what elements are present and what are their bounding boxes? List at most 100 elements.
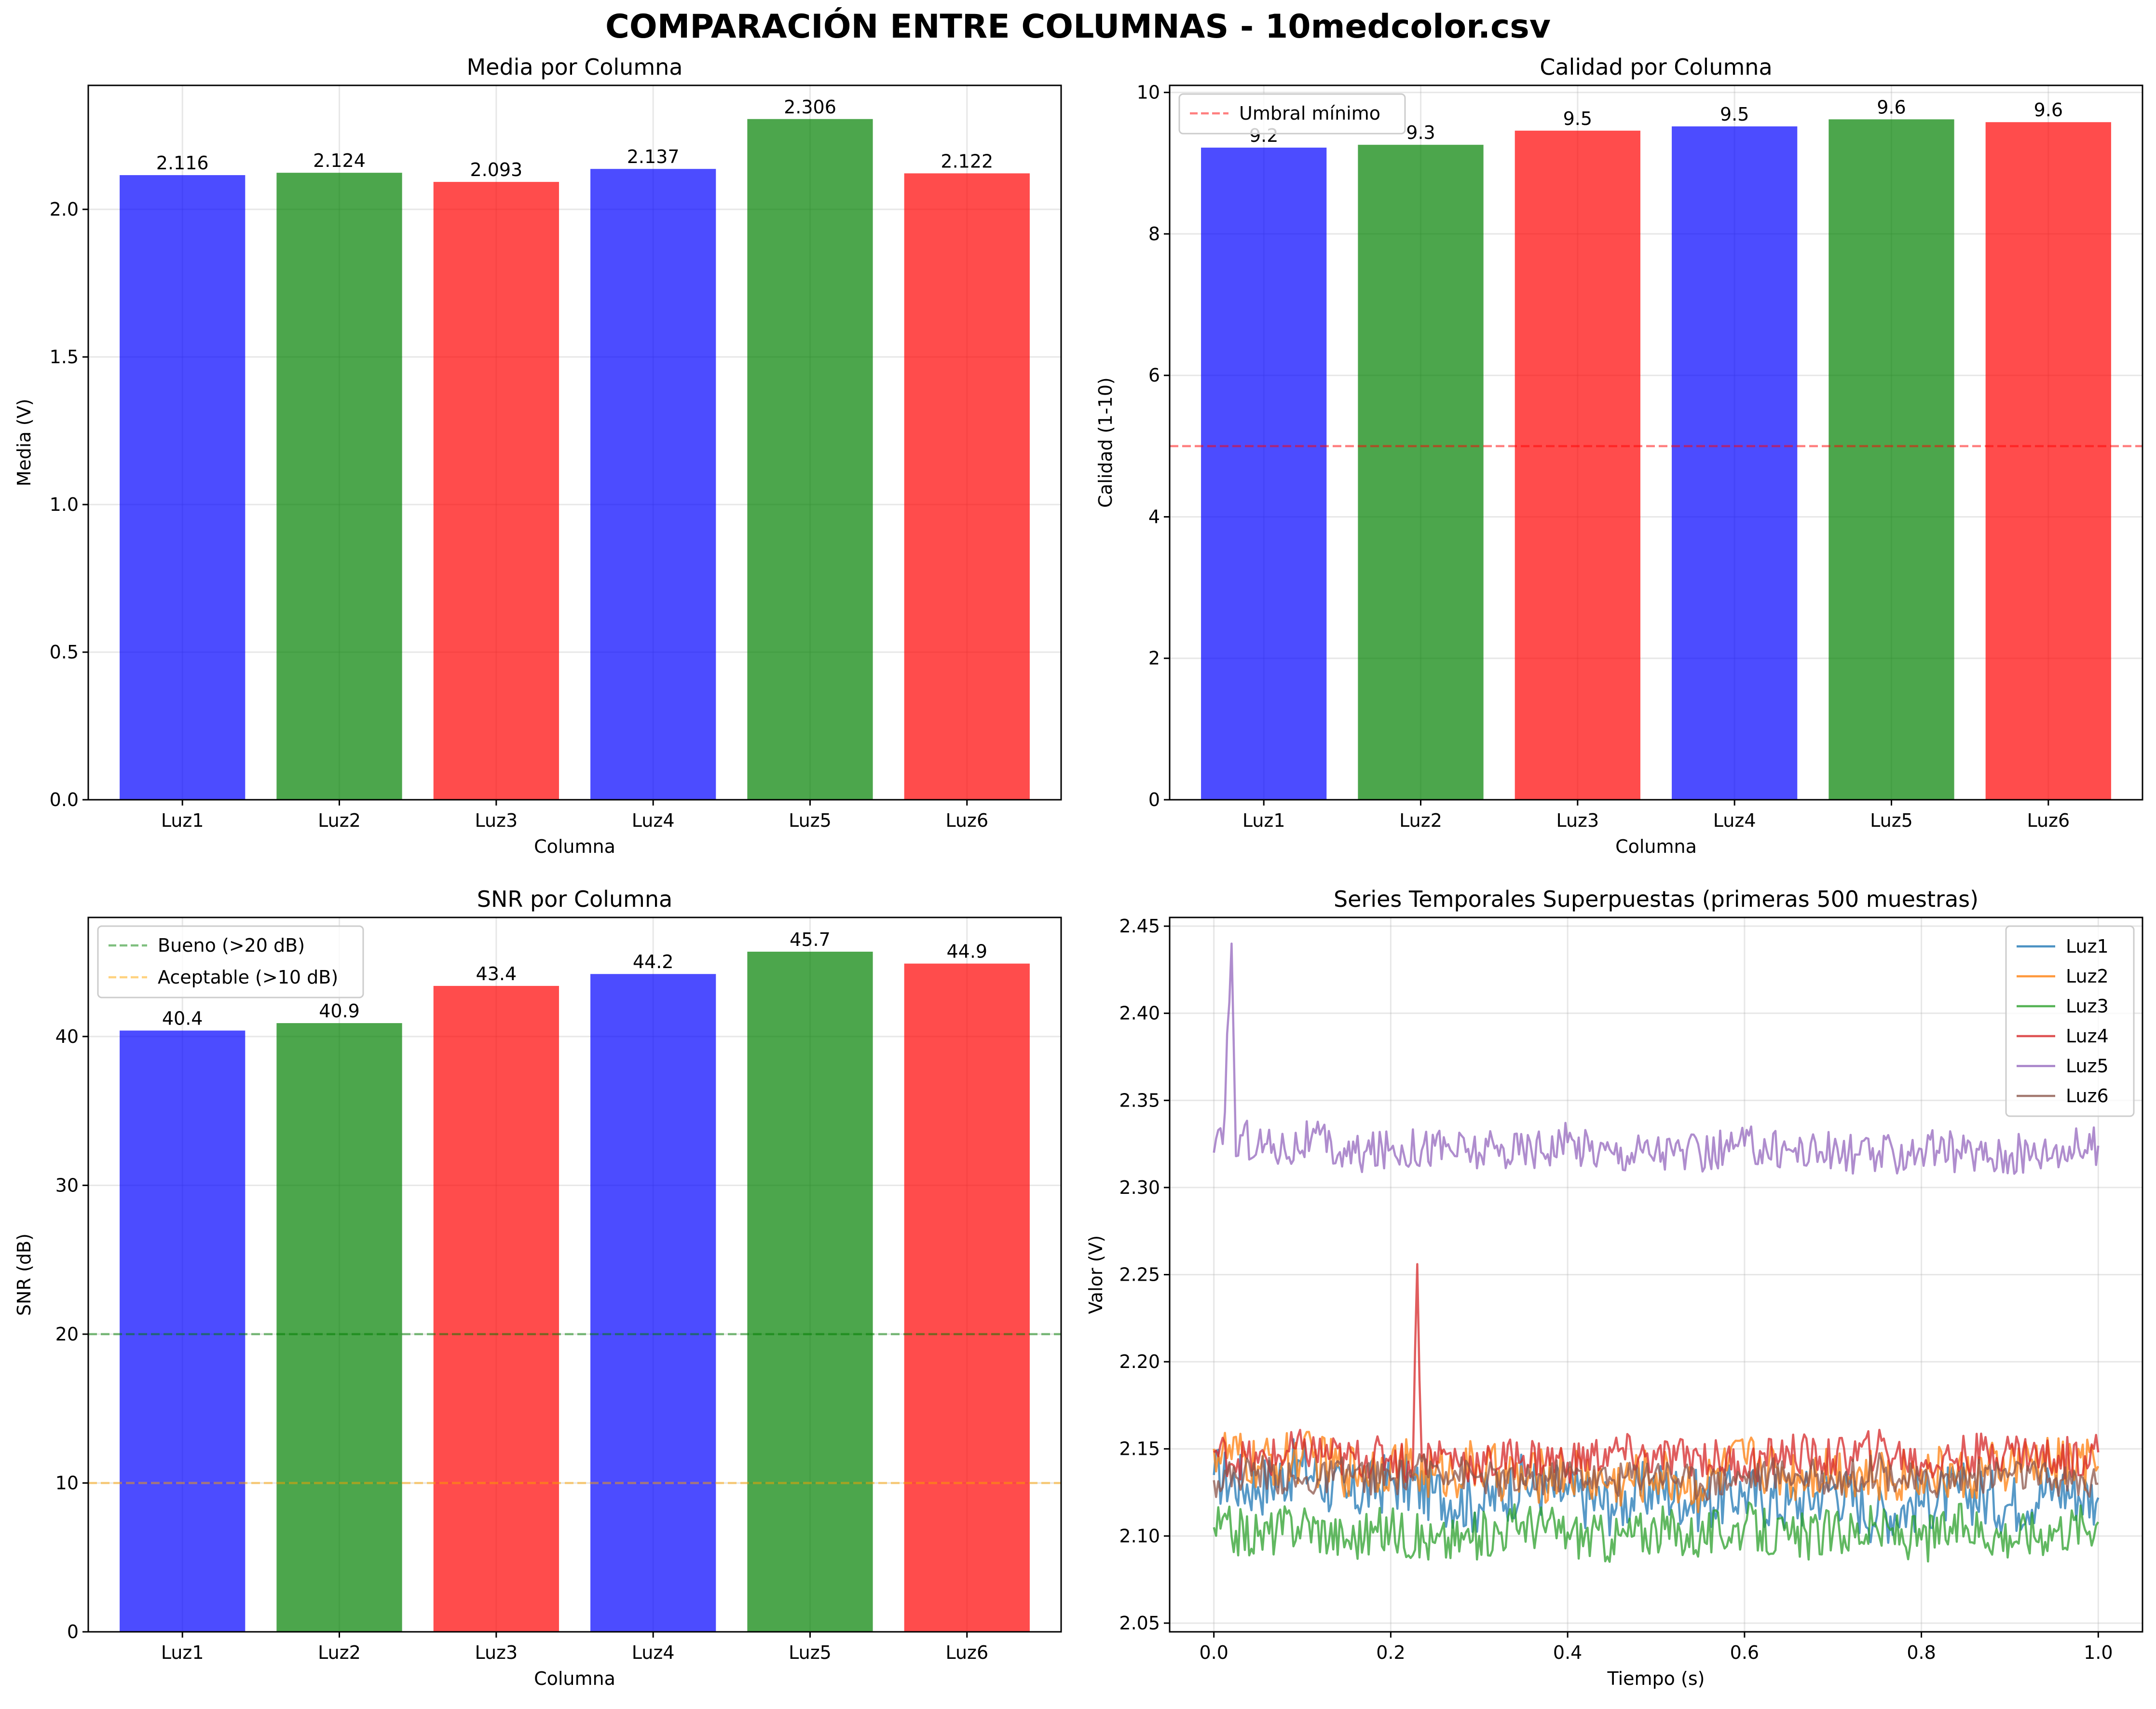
y-tick-label: 4 xyxy=(1148,506,1160,527)
value-label: 43.4 xyxy=(476,963,517,984)
bar-luz2 xyxy=(276,1023,402,1632)
legend-label: Luz2 xyxy=(2066,966,2109,987)
x-tick-label: Luz5 xyxy=(789,1642,832,1663)
x-tick-label: Luz5 xyxy=(789,810,832,831)
x-tick-label: 0.2 xyxy=(1376,1642,1405,1663)
x-tick-label: Luz4 xyxy=(632,810,675,831)
legend-label: Luz1 xyxy=(2066,936,2109,957)
legend-label: Luz4 xyxy=(2066,1025,2109,1047)
bar-luz5 xyxy=(747,119,873,800)
legend-box xyxy=(97,925,364,998)
y-tick-label: 2.30 xyxy=(1119,1177,1160,1198)
bar-luz2 xyxy=(1358,145,1484,800)
y-axis-label: SNR (dB) xyxy=(14,1233,35,1316)
y-tick-label: 10 xyxy=(1137,82,1160,103)
x-tick-label: 0.4 xyxy=(1553,1642,1582,1663)
bar-luz1 xyxy=(120,175,246,800)
y-tick-label: 0.0 xyxy=(50,789,79,810)
x-tick-label: Luz2 xyxy=(318,1642,361,1663)
bar-luz1 xyxy=(120,1030,246,1632)
figure-title: COMPARACIÓN ENTRE COLUMNAS - 10medcolor.… xyxy=(605,7,1551,46)
legend-label: Luz3 xyxy=(2066,996,2109,1017)
series-line-luz5 xyxy=(1213,942,2100,1175)
value-label: 2.116 xyxy=(156,152,209,174)
y-tick-label: 2.40 xyxy=(1119,1003,1160,1024)
value-label: 9.3 xyxy=(1406,122,1435,143)
y-tick-label: 2.10 xyxy=(1119,1525,1160,1546)
y-tick-label: 2.20 xyxy=(1119,1351,1160,1372)
value-label: 45.7 xyxy=(790,929,831,950)
plot-frame xyxy=(87,916,1062,1633)
bar-luz3 xyxy=(1515,130,1640,800)
y-tick-label: 0 xyxy=(1148,789,1160,810)
legend-label: Luz6 xyxy=(2066,1085,2109,1107)
y-tick-label: 0 xyxy=(67,1621,79,1642)
bar-luz4 xyxy=(590,974,716,1632)
panel-title: SNR por Columna xyxy=(477,886,672,912)
legend: Umbral mínimo xyxy=(1178,93,1406,135)
bar-luz5 xyxy=(747,951,873,1632)
x-tick-label: Luz1 xyxy=(161,810,204,831)
value-label: 2.124 xyxy=(313,150,366,171)
legend-label: Luz5 xyxy=(2066,1055,2109,1077)
value-label: 9.5 xyxy=(1563,108,1592,129)
y-tick-label: 2.35 xyxy=(1119,1090,1160,1111)
y-tick-label: 2.15 xyxy=(1119,1438,1160,1460)
x-tick-label: Luz2 xyxy=(1399,810,1442,831)
y-axis-label: Calidad (1-10) xyxy=(1095,377,1116,507)
panel-title: Series Temporales Superpuestas (primeras… xyxy=(1334,886,1979,912)
y-tick-label: 10 xyxy=(55,1472,79,1493)
y-tick-label: 30 xyxy=(55,1175,79,1196)
value-label: 9.6 xyxy=(2034,99,2063,121)
series-line-luz3 xyxy=(1213,1501,2100,1563)
panel-title: Calidad por Columna xyxy=(1540,54,1772,80)
x-axis-label: Columna xyxy=(534,836,615,857)
legend-box xyxy=(1178,93,1406,135)
value-label: 2.137 xyxy=(627,146,680,167)
value-label: 44.2 xyxy=(633,951,674,972)
bar-luz6 xyxy=(904,173,1030,800)
bar-luz5 xyxy=(1829,119,1954,800)
y-tick-label: 0.5 xyxy=(50,642,79,663)
y-tick-label: 20 xyxy=(55,1324,79,1345)
y-tick-label: 2 xyxy=(1148,648,1160,669)
value-label: 40.4 xyxy=(162,1008,203,1029)
panel-media: Media por Columna 2.116 2.124 2.093 2.137 2.3… xyxy=(14,54,1062,857)
x-tick-label: Luz4 xyxy=(1713,810,1756,831)
x-tick-label: Luz5 xyxy=(1870,810,1913,831)
bar-luz1 xyxy=(1201,148,1327,800)
x-axis-label: Columna xyxy=(1615,836,1697,857)
plot-frame xyxy=(87,84,1062,801)
legend: Luz1 Luz2 Luz3 Luz4 Luz5 Luz6 xyxy=(2005,925,2135,1117)
x-tick-label: Luz3 xyxy=(475,1642,518,1663)
y-tick-label: 2.45 xyxy=(1119,916,1160,937)
x-tick-label: Luz6 xyxy=(2027,810,2070,831)
bar-luz2 xyxy=(276,173,402,800)
y-tick-label: 1.5 xyxy=(50,346,79,368)
bar-luz6 xyxy=(904,963,1030,1632)
x-axis-label: Columna xyxy=(534,1668,615,1689)
x-tick-label: 0.6 xyxy=(1730,1642,1759,1663)
series-line-luz6 xyxy=(1213,1452,2099,1501)
value-label: 9.6 xyxy=(1877,96,1906,118)
y-axis-label: Media (V) xyxy=(14,399,35,487)
legend-label: Umbral mínimo xyxy=(1239,103,1380,124)
y-tick-label: 8 xyxy=(1148,223,1160,245)
bar-luz4 xyxy=(1672,126,1798,800)
bar-luz3 xyxy=(433,182,559,800)
y-tick-label: 1.0 xyxy=(50,494,79,515)
value-label: 2.306 xyxy=(784,96,836,118)
y-tick-label: 2.0 xyxy=(50,199,79,220)
x-tick-label: Luz6 xyxy=(945,1642,988,1663)
legend-box xyxy=(2005,925,2135,1117)
legend: Bueno (>20 dB) Aceptable (>10 dB) xyxy=(97,925,364,998)
x-tick-label: 0.8 xyxy=(1907,1642,1936,1663)
x-tick-label: Luz1 xyxy=(161,1642,204,1663)
value-label: 2.122 xyxy=(941,150,993,172)
legend-label: Bueno (>20 dB) xyxy=(158,935,305,956)
value-label: 9.5 xyxy=(1720,104,1749,125)
value-label: 40.9 xyxy=(319,1000,360,1022)
x-tick-label: Luz2 xyxy=(318,810,361,831)
bar-luz4 xyxy=(590,169,716,800)
y-tick-label: 6 xyxy=(1148,365,1160,386)
